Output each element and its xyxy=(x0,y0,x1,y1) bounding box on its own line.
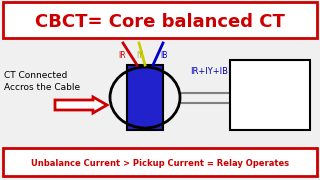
Text: CBCT= Core balanced CT: CBCT= Core balanced CT xyxy=(35,13,285,31)
Text: IR: IR xyxy=(118,51,126,60)
Bar xyxy=(230,60,310,130)
Text: IB: IB xyxy=(160,51,168,60)
Text: Unbalance Current > Pickup Current = Relay Operates: Unbalance Current > Pickup Current = Rel… xyxy=(31,159,289,168)
Text: CT Connected: CT Connected xyxy=(4,71,68,80)
Text: Accros the Cable: Accros the Cable xyxy=(4,84,80,93)
FancyArrow shape xyxy=(55,97,107,113)
Bar xyxy=(3,2,317,38)
Text: Relay: Relay xyxy=(258,80,282,89)
Bar xyxy=(3,148,317,176)
Text: Setting: Setting xyxy=(241,103,299,117)
Text: IR+IY+IB=0: IR+IY+IB=0 xyxy=(190,68,240,76)
Text: Earth fault: Earth fault xyxy=(248,69,292,78)
Bar xyxy=(127,65,163,130)
Text: IY: IY xyxy=(137,51,143,60)
